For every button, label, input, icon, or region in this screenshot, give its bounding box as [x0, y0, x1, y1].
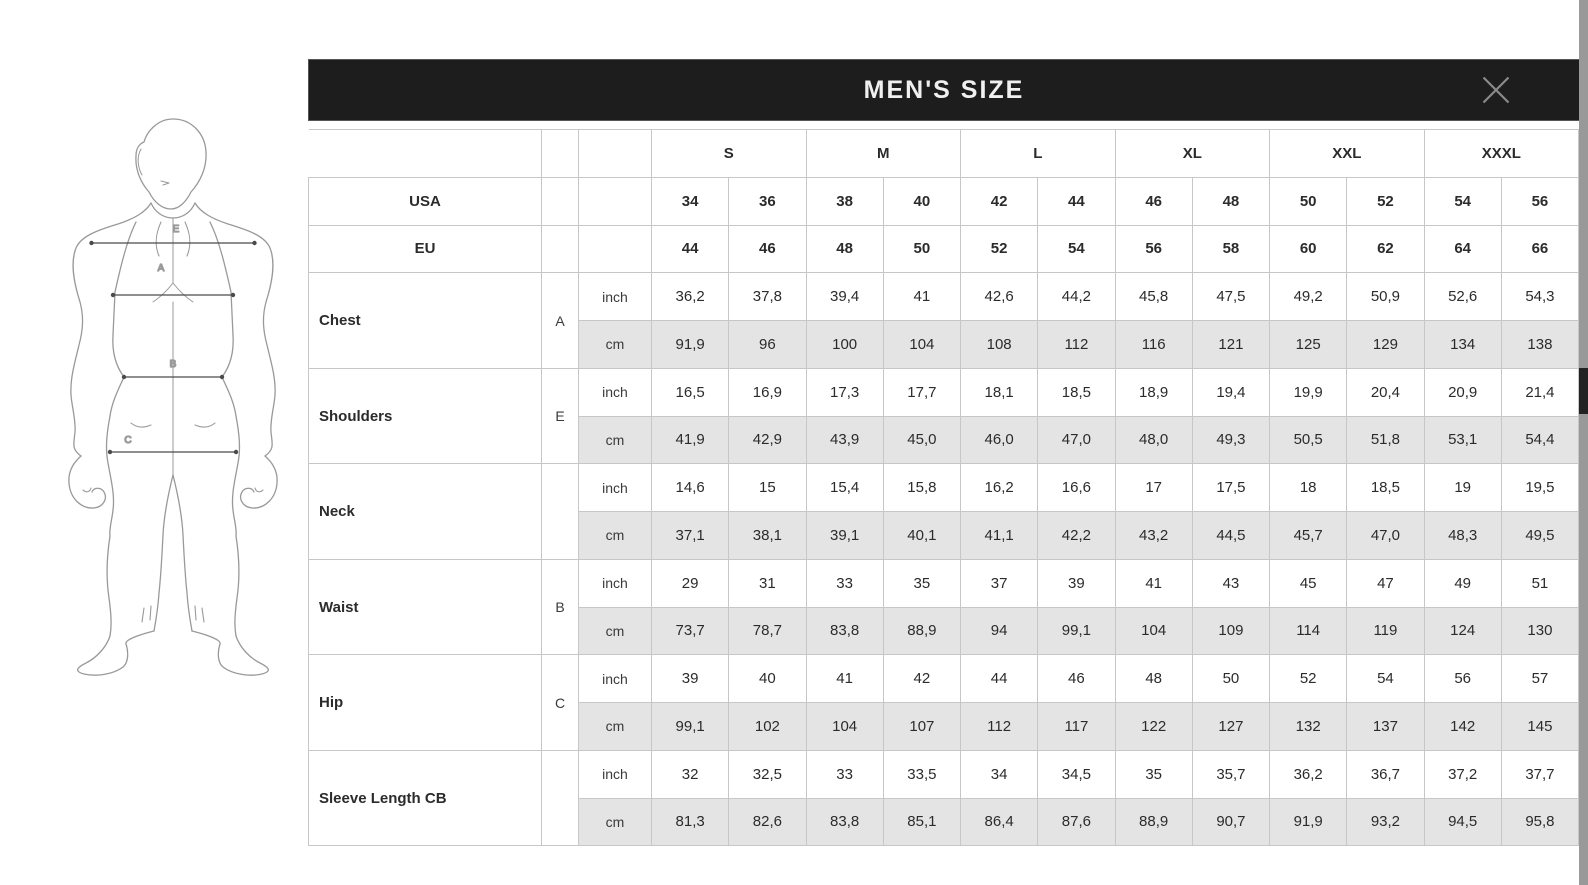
svg-text:E: E [173, 224, 180, 235]
svg-text:C: C [124, 435, 131, 446]
svg-text:A: A [158, 263, 165, 274]
svg-text:B: B [170, 359, 177, 370]
